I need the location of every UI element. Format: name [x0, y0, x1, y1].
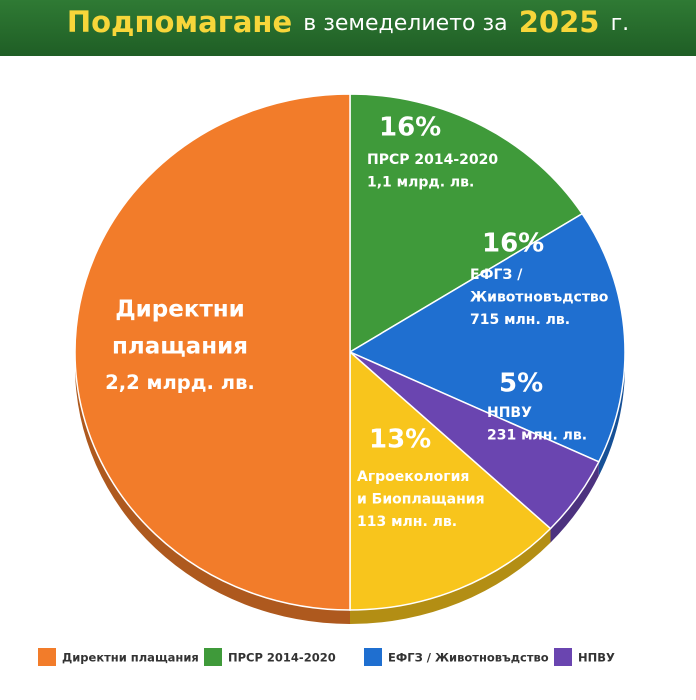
legend: Директни плащания ПРСР 2014-2020 ЕФГЗ / Жи… [38, 648, 615, 666]
header-band [0, 0, 696, 56]
slice-percent: 13% [369, 425, 431, 455]
legend-label: ЕФГЗ / Животновъдство [388, 651, 549, 665]
legend-label: НПВУ [578, 651, 615, 665]
title-part: 2025 [519, 5, 600, 39]
slice-side [550, 461, 599, 543]
slice [74, 93, 351, 611]
slice-name: ПРСР 2014-2020 [367, 152, 498, 168]
legend-swatch [204, 648, 222, 666]
slice [349, 93, 584, 354]
slice-amount: 2,2 млрд. лв. [105, 371, 255, 394]
slice-amount: 1,1 млрд. лв. [367, 174, 474, 190]
pie [74, 93, 626, 624]
slice-side [350, 528, 551, 624]
title-part: г. [611, 11, 630, 36]
legend-label: Директни плащания [62, 651, 199, 665]
slice-name: плащания [112, 333, 248, 359]
slice-name: Директни [115, 297, 245, 323]
chart-title: Подпомагане в земеделието за 2025 г. [67, 5, 629, 39]
slice-amount: 231 млн. лв. [487, 427, 587, 443]
legend-label: ПРСР 2014-2020 [228, 651, 336, 665]
slice [349, 350, 552, 611]
slice-name: НПВУ [487, 405, 532, 421]
slice-labels: 16% ПРСР 2014-2020 1,1 млрд. лв. 16% ЕФГЗ / Ж… [105, 113, 609, 530]
title-part: Подпомагане [67, 5, 292, 39]
slice-percent: 16% [482, 229, 544, 259]
title-part: в земеделието за [303, 11, 507, 36]
legend-swatch [364, 648, 382, 666]
slice-percent: 16% [379, 113, 441, 143]
legend-swatch [554, 648, 572, 666]
slice [348, 212, 626, 463]
slice-name: и Биоплащания [357, 491, 485, 507]
slice-name: ЕФГЗ / [470, 267, 523, 283]
slice-amount: 113 млн. лв. [357, 514, 457, 530]
slice-amount: 715 млн. лв. [470, 312, 570, 328]
slice-name: Агроекология [357, 469, 469, 485]
slice-name: Животновъдство [470, 289, 609, 305]
slice-percent: 5% [499, 369, 543, 399]
legend-swatch [38, 648, 56, 666]
